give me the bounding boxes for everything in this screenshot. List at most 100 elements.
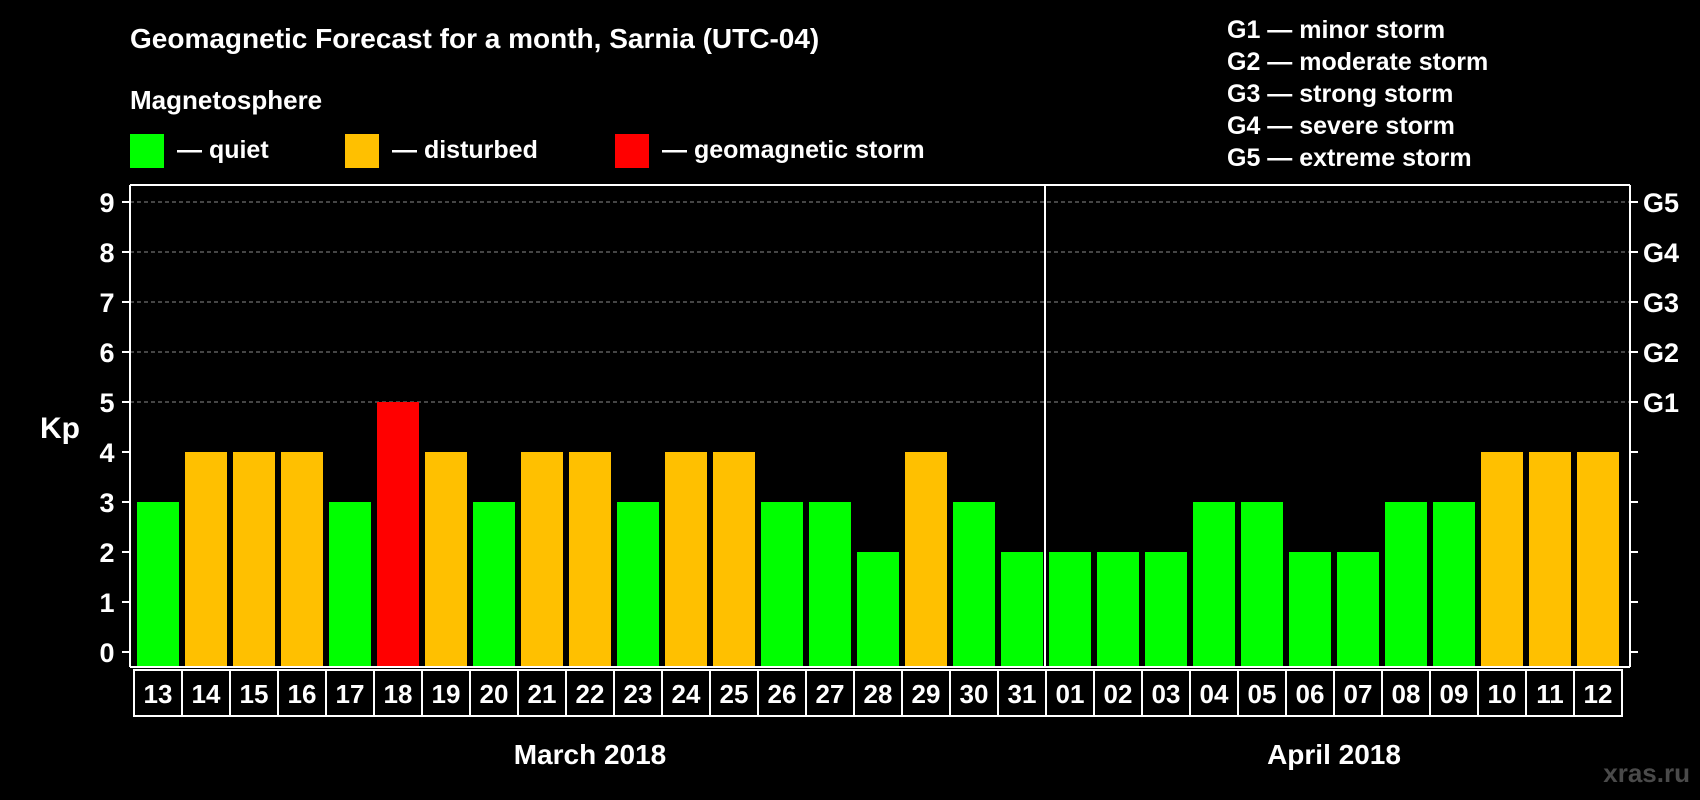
right-axis-label-G3: G3	[1643, 288, 1679, 318]
month-label-1: March 2018	[514, 739, 667, 770]
y-tick-label-6: 6	[99, 338, 114, 368]
x-tick-label-07: 07	[1344, 679, 1373, 709]
bar-07	[1337, 552, 1379, 667]
right-axis-label-G1: G1	[1643, 388, 1679, 418]
storm-scale-item-4: G4 — severe storm	[1227, 112, 1455, 140]
x-tick-labels: 13 14 15 16 17 18 19 20 21 22 23 24 25 26 27 28 29 30 31 01…	[133, 669, 1623, 717]
x-tick-label-10: 10	[1488, 679, 1517, 709]
x-tick-label-28: 28	[864, 679, 893, 709]
x-tick-label-11: 11	[1536, 679, 1564, 709]
x-tick-label-31: 31	[1008, 679, 1037, 709]
chart-title: Geomagnetic Forecast for a month, Sarnia…	[130, 23, 819, 54]
x-tick-label-09: 09	[1440, 679, 1469, 709]
bar-15	[233, 452, 275, 667]
x-tick-label-23: 23	[624, 679, 653, 709]
storm-scale-item-3: G3 — strong storm	[1227, 80, 1453, 108]
bar-04	[1193, 502, 1235, 667]
bar-27	[809, 502, 851, 667]
x-tick-label-06: 06	[1296, 679, 1325, 709]
legend-label-2: — disturbed	[392, 136, 538, 164]
x-tick-label-16: 16	[288, 679, 317, 709]
x-tick-label-02: 02	[1104, 679, 1133, 709]
x-tick-label-13: 13	[144, 679, 173, 709]
bar-29	[905, 452, 947, 667]
bar-21	[521, 452, 563, 667]
y-tick-label-2: 2	[99, 538, 114, 568]
bar-16	[281, 452, 323, 667]
bar-18	[377, 402, 419, 667]
bar-19	[425, 452, 467, 667]
x-tick-label-14: 14	[192, 679, 221, 709]
bar-03	[1145, 552, 1187, 667]
x-tick-label-05: 05	[1248, 679, 1277, 709]
bar-26	[761, 502, 803, 667]
bar-05	[1241, 502, 1283, 667]
y-axis-label: Kp	[40, 412, 80, 445]
legend-swatch-2	[345, 134, 379, 168]
x-tick-label-03: 03	[1152, 679, 1181, 709]
bar-23	[617, 502, 659, 667]
legend-swatch-1	[130, 134, 164, 168]
x-tick-label-08: 08	[1392, 679, 1421, 709]
right-axis-label-G2: G2	[1643, 338, 1679, 368]
bar-25	[713, 452, 755, 667]
bar-24	[665, 452, 707, 667]
x-tick-label-27: 27	[816, 679, 845, 709]
legend-heading: Magnetosphere	[130, 85, 322, 115]
x-tick-label-01: 01	[1056, 679, 1085, 709]
storm-scale-item-1: G1 — minor storm	[1227, 16, 1445, 44]
legend-label-1: — quiet	[177, 136, 269, 164]
x-tick-label-26: 26	[768, 679, 797, 709]
x-tick-label-30: 30	[960, 679, 989, 709]
x-tick-label-15: 15	[240, 679, 269, 709]
y-tick-label-9: 9	[99, 188, 114, 218]
x-tick-label-22: 22	[576, 679, 605, 709]
bar-06	[1289, 552, 1331, 667]
month-labels: March 2018 April 2018	[514, 739, 1401, 770]
bar-11	[1529, 452, 1571, 667]
watermark: xras.ru	[1603, 758, 1690, 788]
x-tick-label-24: 24	[672, 679, 701, 709]
bar-17	[329, 502, 371, 667]
bar-30	[953, 502, 995, 667]
bar-09	[1433, 502, 1475, 667]
bar-20	[473, 502, 515, 667]
bar-08	[1385, 502, 1427, 667]
y-tick-label-5: 5	[99, 388, 114, 418]
bar-02	[1097, 552, 1139, 667]
month-label-2: April 2018	[1267, 739, 1401, 770]
right-axis-labels: G1 G2 G3 G4 G5	[1643, 188, 1679, 418]
legend: — quiet — disturbed — geomagnetic storm	[130, 134, 925, 168]
y-tick-label-7: 7	[99, 288, 114, 318]
y-tick-label-3: 3	[99, 488, 114, 518]
x-tick-label-04: 04	[1200, 679, 1229, 709]
right-axis-label-G5: G5	[1643, 188, 1679, 218]
legend-label-3: — geomagnetic storm	[662, 136, 925, 164]
grid-lines	[130, 201, 1630, 403]
x-tick-label-21: 21	[528, 679, 557, 709]
x-tick-label-19: 19	[432, 679, 461, 709]
legend-swatch-3	[615, 134, 649, 168]
x-tick-label-12: 12	[1584, 679, 1613, 709]
x-tick-label-20: 20	[480, 679, 509, 709]
x-tick-label-29: 29	[912, 679, 941, 709]
x-cell-12	[1573, 669, 1623, 717]
bar-31	[1001, 552, 1043, 667]
y-tick-label-4: 4	[99, 438, 114, 468]
right-axis-label-G4: G4	[1643, 238, 1679, 268]
bars	[137, 402, 1619, 667]
y-tick-label-8: 8	[99, 238, 114, 268]
storm-scale-legend: G1 — minor storm G2 — moderate storm G3 — …	[1227, 16, 1488, 172]
x-tick-label-25: 25	[720, 679, 749, 709]
bar-12	[1577, 452, 1619, 667]
y-tick-label-0: 0	[99, 638, 114, 668]
bar-13	[137, 502, 179, 667]
bar-01	[1049, 552, 1091, 667]
y-tick-label-1: 1	[99, 588, 114, 618]
x-tick-label-18: 18	[384, 679, 413, 709]
bar-10	[1481, 452, 1523, 667]
bar-28	[857, 552, 899, 667]
bar-22	[569, 452, 611, 667]
bar-14	[185, 452, 227, 667]
